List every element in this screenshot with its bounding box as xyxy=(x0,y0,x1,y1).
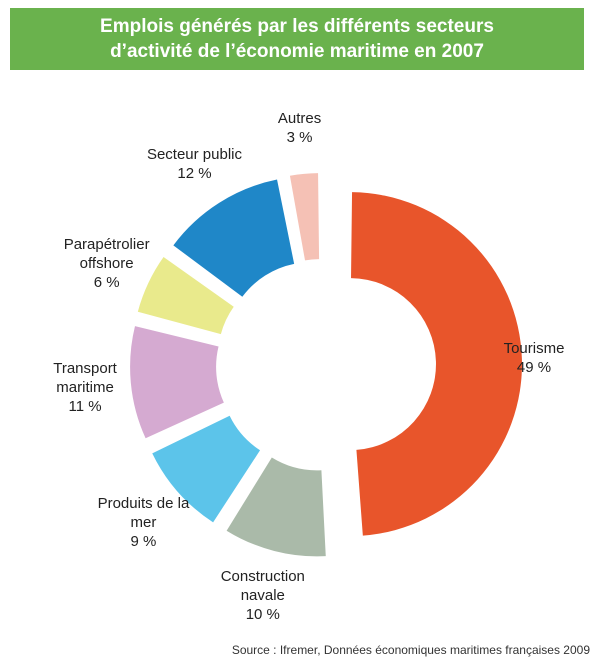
category-label: Parapétrolier offshore xyxy=(63,236,150,273)
segment-label: Parapétrolier offshore 6 % xyxy=(57,235,157,292)
donut-segment xyxy=(137,257,234,335)
value-label: 10 % xyxy=(245,606,280,624)
segment-label: Produits de la mer 9 % xyxy=(93,494,193,551)
donut-segment xyxy=(289,173,320,261)
donut-segment xyxy=(130,326,224,439)
value-label: 11 % xyxy=(68,397,102,415)
segment-label: Autres 3 % xyxy=(240,109,360,147)
category-label: Transport maritime xyxy=(53,359,117,396)
category-label: Produits de la mer xyxy=(97,494,190,531)
category-label: Autres xyxy=(277,110,322,128)
segment-label: Construction navale 10 % xyxy=(203,567,323,624)
donut-segment xyxy=(173,179,295,297)
source: Source : Ifremer, Données économiques ma… xyxy=(231,643,590,657)
value-label: 49 % xyxy=(516,358,552,376)
segment-label: Secteur public 12 % xyxy=(134,145,254,183)
category-label: Tourisme xyxy=(503,339,565,357)
donut-segment xyxy=(152,415,261,523)
chart-title: Emplois générés par les différents secte… xyxy=(100,16,494,62)
segment-label: Tourisme 49 % xyxy=(474,339,594,377)
segment-label: Transport maritime 11 % xyxy=(35,359,135,416)
value-label: 6 % xyxy=(93,274,120,292)
category-label: Secteur public xyxy=(146,146,242,164)
value-label: 3 % xyxy=(286,129,313,147)
donut-segment xyxy=(226,457,326,557)
value-label: 9 % xyxy=(130,532,157,550)
donut-segment xyxy=(351,192,522,536)
value-label: 12 % xyxy=(177,165,212,183)
category-label: Construction navale xyxy=(220,568,305,605)
title-banner: Emplois générés par les différents secte… xyxy=(10,8,584,70)
